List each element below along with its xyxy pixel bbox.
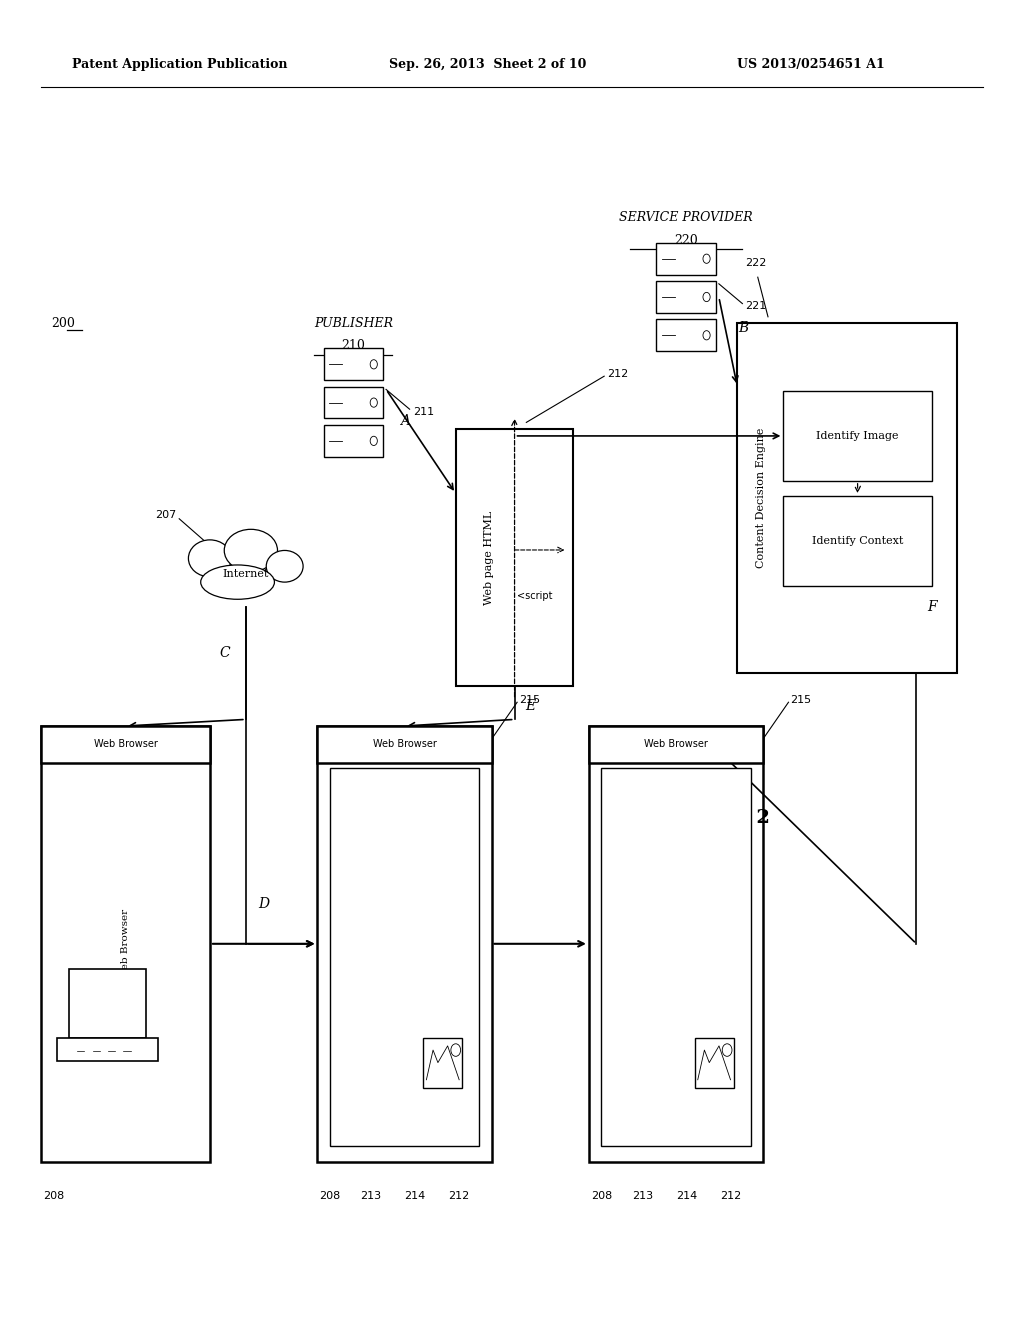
- Text: A: A: [400, 414, 411, 428]
- Bar: [41, 726, 210, 1162]
- Text: 215: 215: [791, 694, 812, 705]
- Text: 212: 212: [449, 1191, 470, 1201]
- Text: Web Browser: Web Browser: [644, 739, 708, 750]
- Text: SERVICE PROVIDER: SERVICE PROVIDER: [620, 211, 753, 224]
- Bar: [589, 726, 763, 1162]
- Text: Content Decision Engine: Content Decision Engine: [756, 428, 766, 569]
- Text: Web page HTML: Web page HTML: [484, 511, 495, 605]
- Bar: [324, 425, 383, 457]
- Text: Sep. 26, 2013  Sheet 2 of 10: Sep. 26, 2013 Sheet 2 of 10: [389, 58, 587, 71]
- Text: USER: USER: [89, 1113, 126, 1126]
- Text: C: C: [220, 647, 230, 660]
- Text: E: E: [525, 700, 535, 713]
- Text: 205: 205: [95, 1139, 120, 1152]
- Text: 222: 222: [745, 257, 766, 268]
- Text: F: F: [927, 601, 936, 614]
- Bar: [423, 1038, 462, 1088]
- Text: Web Browser: Web Browser: [373, 739, 436, 750]
- Text: 208: 208: [591, 1191, 612, 1201]
- Bar: [317, 726, 492, 1162]
- Text: 211: 211: [413, 407, 434, 417]
- Text: US 2013/0254651 A1: US 2013/0254651 A1: [737, 58, 885, 71]
- Ellipse shape: [224, 529, 278, 572]
- Text: FIG. 2: FIG. 2: [705, 809, 770, 828]
- Text: Identify Context: Identify Context: [812, 536, 903, 546]
- Text: Identify Image: Identify Image: [816, 430, 899, 441]
- Bar: [324, 387, 383, 418]
- Text: 207: 207: [155, 510, 176, 520]
- Bar: [324, 348, 383, 380]
- Bar: [456, 429, 573, 686]
- Bar: [783, 391, 932, 480]
- Bar: [737, 323, 957, 673]
- Text: Web Browser: Web Browser: [121, 908, 130, 979]
- Bar: [656, 319, 716, 351]
- Text: 213: 213: [632, 1191, 653, 1201]
- Text: Web Page: Web Page: [672, 796, 680, 847]
- Bar: [783, 496, 932, 586]
- Ellipse shape: [266, 550, 303, 582]
- Text: 215: 215: [519, 694, 541, 705]
- Bar: [317, 726, 492, 763]
- Bar: [41, 726, 210, 763]
- Text: PUBLISHER: PUBLISHER: [313, 317, 393, 330]
- Text: 213: 213: [360, 1191, 382, 1201]
- Text: Patent Application Publication: Patent Application Publication: [72, 58, 287, 71]
- Text: Internet: Internet: [222, 569, 269, 579]
- Text: Content: Content: [657, 903, 667, 941]
- Text: Web Page: Web Page: [400, 796, 409, 847]
- Bar: [70, 969, 146, 1038]
- Ellipse shape: [188, 540, 231, 577]
- Text: 221: 221: [745, 301, 767, 312]
- Text: B: B: [738, 321, 749, 335]
- Text: Image: Image: [386, 894, 395, 924]
- Text: 214: 214: [676, 1191, 697, 1201]
- Text: 208: 208: [43, 1191, 65, 1201]
- Bar: [589, 726, 763, 763]
- Text: 220: 220: [674, 234, 698, 247]
- Text: 200: 200: [51, 317, 75, 330]
- Text: 212: 212: [607, 368, 629, 379]
- Text: 210: 210: [341, 339, 366, 352]
- Text: 206: 206: [161, 1040, 182, 1051]
- Bar: [694, 1038, 733, 1088]
- Bar: [656, 281, 716, 313]
- Text: Web Browser: Web Browser: [93, 739, 158, 750]
- Text: D: D: [258, 898, 269, 911]
- Bar: [57, 1038, 159, 1061]
- Text: 212: 212: [720, 1191, 741, 1201]
- Bar: [656, 243, 716, 275]
- Bar: [330, 768, 479, 1146]
- Text: <script: <script: [517, 591, 553, 602]
- Bar: [601, 768, 751, 1146]
- Ellipse shape: [201, 565, 274, 599]
- Text: 208: 208: [319, 1191, 341, 1201]
- Text: 214: 214: [404, 1191, 426, 1201]
